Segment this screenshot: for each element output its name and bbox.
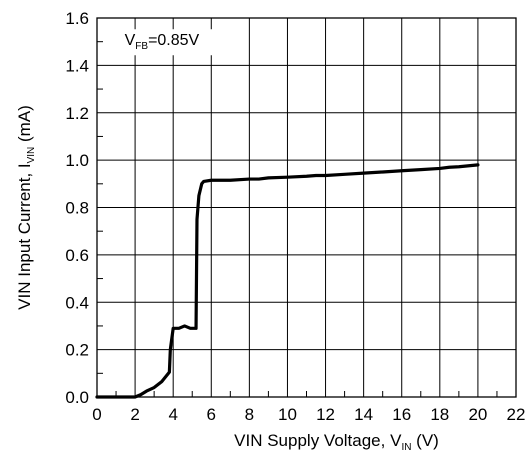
x-tick-label: 8 <box>245 405 254 424</box>
x-tick-label: 4 <box>168 405 177 424</box>
y-tick-label: 0.4 <box>65 293 89 312</box>
x-tick-label: 10 <box>278 405 297 424</box>
x-tick-label: 16 <box>392 405 411 424</box>
x-tick-label: 18 <box>430 405 449 424</box>
x-axis-label: VIN Supply Voltage, VIN (V) <box>234 431 439 453</box>
grid-lines <box>97 18 516 397</box>
x-tick-label: 12 <box>316 405 335 424</box>
tick-marks <box>97 41 498 397</box>
y-tick-label: 1.6 <box>65 9 89 28</box>
series-line-vin-current <box>95 163 480 399</box>
x-tick-label: 2 <box>130 405 139 424</box>
y-tick-label: 0.6 <box>65 246 89 265</box>
x-tick-label: 20 <box>468 405 487 424</box>
y-tick-label: 1.0 <box>65 151 89 170</box>
y-tick-label: 0.8 <box>65 199 89 218</box>
y-tick-labels: 0.0 0.2 0.4 0.6 0.8 1.0 1.2 1.4 1.6 <box>65 9 89 407</box>
y-tick-label: 1.4 <box>65 56 89 75</box>
vfb-annotation: VFB=0.85V <box>125 32 200 52</box>
x-tick-label: 6 <box>207 405 216 424</box>
y-tick-label: 0.0 <box>65 388 89 407</box>
x-tick-label: 22 <box>507 405 526 424</box>
x-tick-label: 0 <box>92 405 101 424</box>
y-tick-label: 0.2 <box>65 341 89 360</box>
annotation-background <box>112 29 231 56</box>
x-tick-label: 14 <box>354 405 373 424</box>
y-tick-label: 1.2 <box>65 104 89 123</box>
y-axis-label: VIN Input Current, IVIN (mA) <box>15 105 37 310</box>
x-tick-labels: 0 2 4 6 8 10 12 14 16 18 20 22 <box>92 405 525 424</box>
